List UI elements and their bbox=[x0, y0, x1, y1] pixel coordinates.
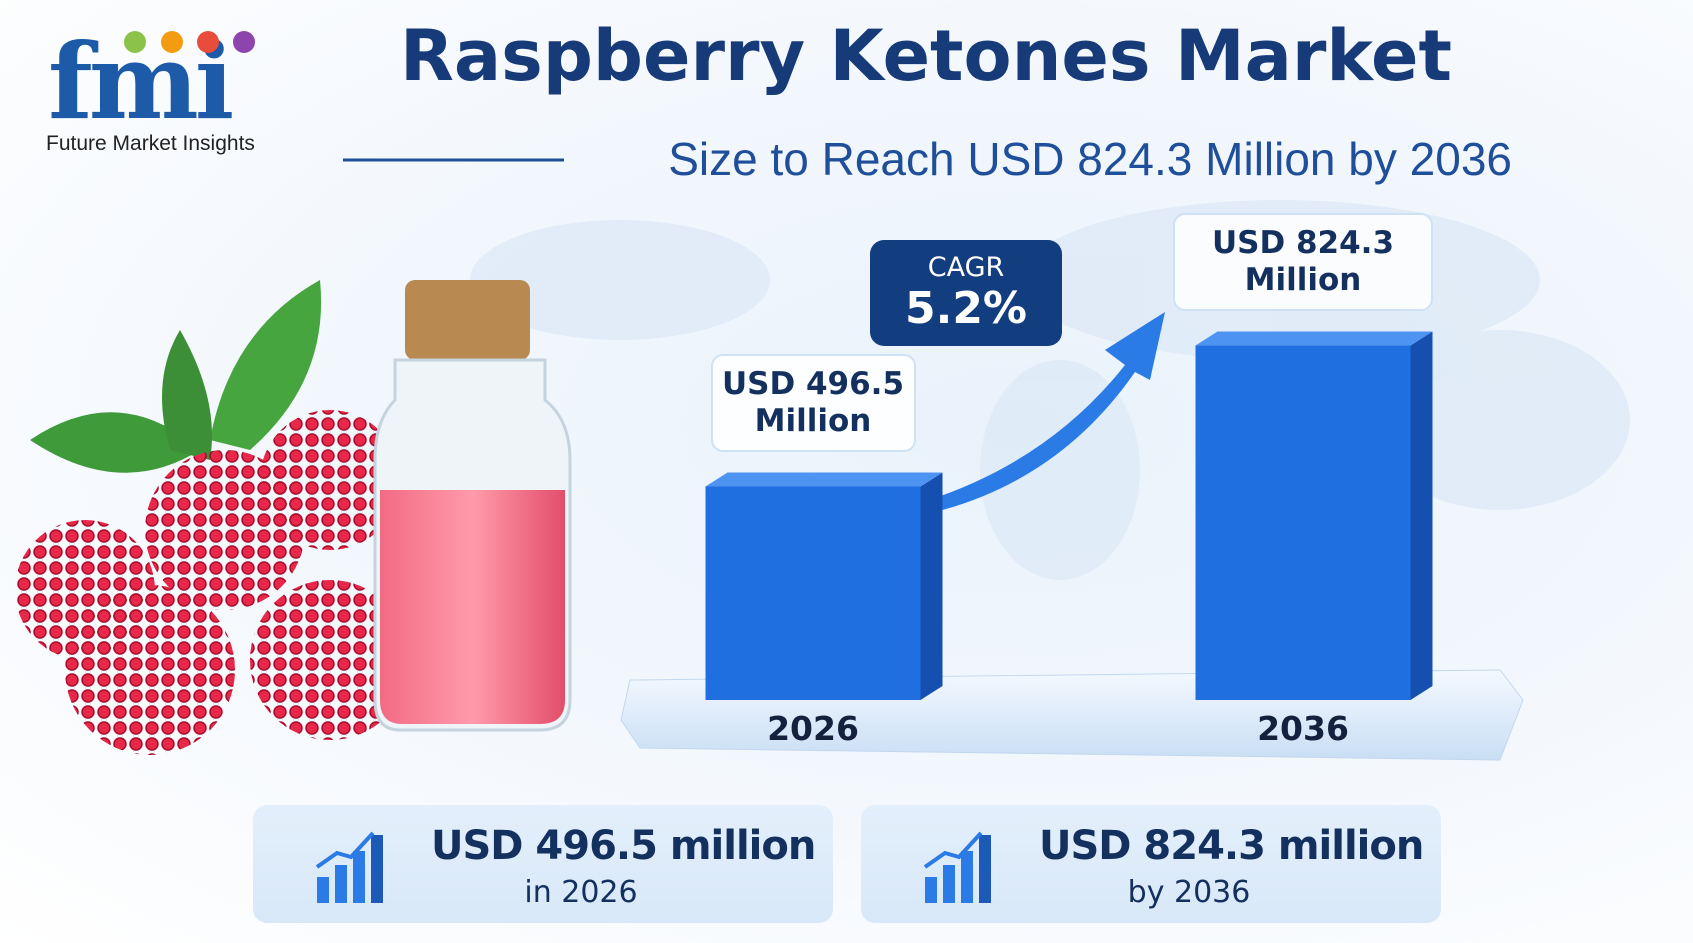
cagr-value: 5.2% bbox=[904, 283, 1028, 334]
chart-icon bbox=[315, 831, 383, 903]
growth-arrow bbox=[929, 312, 1165, 512]
value-label: USD 824.3 Million bbox=[1173, 212, 1433, 311]
card-caption: by 2036 bbox=[1127, 875, 1251, 910]
card-caption: in 2026 bbox=[524, 875, 638, 910]
bar bbox=[705, 486, 921, 700]
bar-side bbox=[920, 472, 943, 700]
card-value: USD 824.3 million bbox=[1039, 823, 1424, 869]
chart-subtitle: Size to Reach USD 824.3 Million by 2036 bbox=[668, 133, 1512, 185]
bar-top bbox=[1195, 331, 1433, 346]
summary-card: USD 496.5 million in 2026 bbox=[253, 805, 833, 923]
x-tick-label: 2036 bbox=[1257, 709, 1349, 748]
summary-card: USD 824.3 million by 2036 bbox=[861, 805, 1441, 923]
cagr-box: CAGR 5.2% bbox=[870, 240, 1062, 346]
cagr-label: CAGR bbox=[927, 252, 1005, 283]
chart-title: Raspberry Ketones Market bbox=[400, 15, 1452, 97]
logo-dots bbox=[124, 31, 255, 53]
illustration bbox=[15, 280, 572, 755]
brand-name: Future Market Insights bbox=[46, 132, 255, 155]
x-tick-label: 2026 bbox=[767, 709, 859, 748]
value-label: USD 496.5 Million bbox=[710, 353, 916, 452]
bar bbox=[1195, 345, 1411, 700]
chart-icon bbox=[923, 831, 991, 903]
bar-top bbox=[705, 472, 943, 487]
card-value: USD 496.5 million bbox=[431, 823, 816, 869]
bar-side bbox=[1410, 331, 1433, 700]
